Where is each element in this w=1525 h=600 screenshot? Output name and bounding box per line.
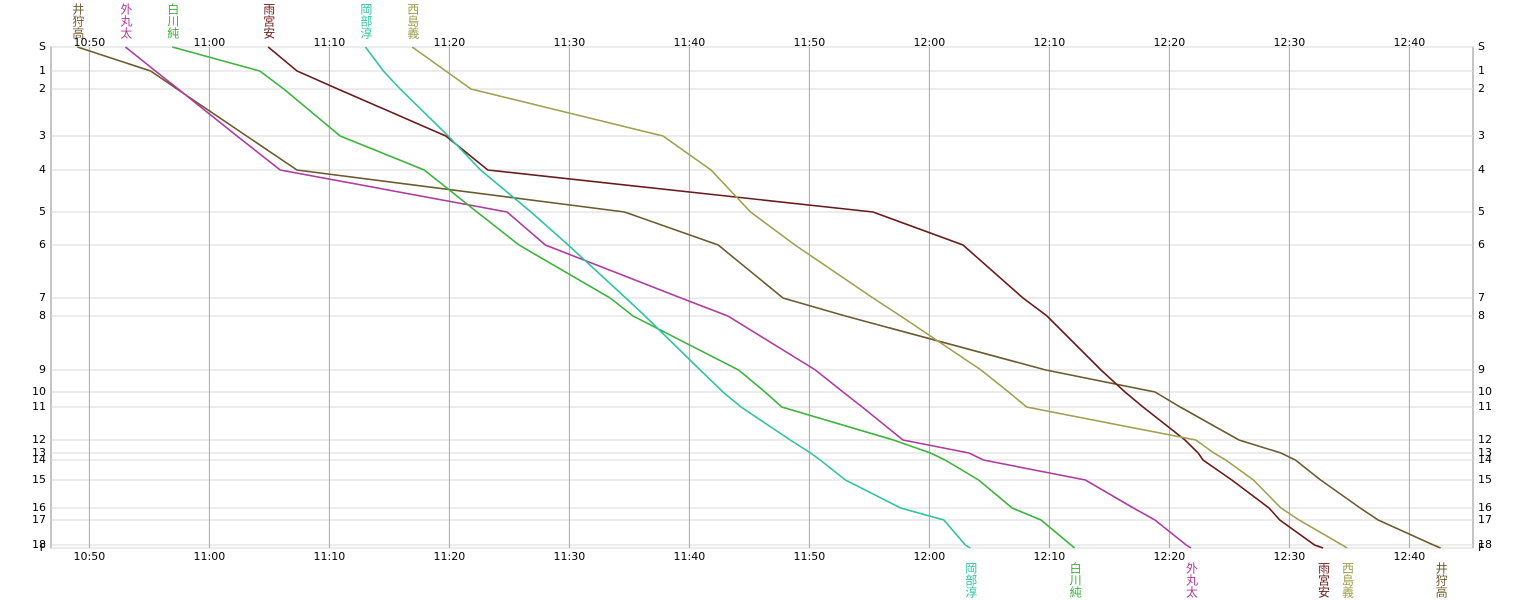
y-tick-label: 5 bbox=[1478, 205, 1485, 218]
series-line bbox=[411, 46, 1348, 549]
finish-name: 西島義 bbox=[1341, 562, 1355, 598]
y-tick-label: F bbox=[1478, 541, 1484, 554]
y-tick-label: 7 bbox=[39, 291, 46, 304]
start-name: 外丸太 bbox=[119, 3, 133, 39]
y-tick-label: 8 bbox=[39, 309, 46, 322]
y-tick-label: 15 bbox=[32, 473, 46, 486]
series-line bbox=[364, 46, 971, 549]
y-tick-label: 18 bbox=[32, 538, 46, 551]
y-tick-label: 10 bbox=[32, 385, 46, 398]
y-tick-label: 11 bbox=[32, 400, 46, 413]
y-tick-label: 16 bbox=[32, 501, 46, 514]
x-tick-label: 11:30 bbox=[554, 550, 586, 563]
finish-name: 岡部淳 bbox=[964, 562, 978, 598]
x-tick-label: 12:00 bbox=[914, 36, 946, 49]
x-tick-label: 12:40 bbox=[1394, 550, 1426, 563]
y-tick-label: 18 bbox=[1478, 538, 1492, 551]
y-tick-label: 16 bbox=[1478, 501, 1492, 514]
x-tick-label: 11:50 bbox=[794, 36, 826, 49]
y-tick-label: 2 bbox=[39, 82, 46, 95]
y-tick-label: 17 bbox=[1478, 513, 1492, 526]
y-tick-label: 7 bbox=[1478, 291, 1485, 304]
x-tick-label: 11:30 bbox=[554, 36, 586, 49]
x-tick-label: 11:50 bbox=[794, 550, 826, 563]
y-tick-label: 13 bbox=[32, 446, 46, 459]
start-name: 井狩高 bbox=[71, 3, 85, 40]
x-tick-label: 10:50 bbox=[74, 36, 106, 49]
y-tick-label: 9 bbox=[1478, 363, 1485, 376]
y-tick-label: 14 bbox=[1478, 453, 1492, 466]
x-tick-label: 11:20 bbox=[434, 36, 466, 49]
finish-name: 雨宮安 bbox=[1317, 562, 1331, 598]
y-tick-label: 2 bbox=[1478, 82, 1485, 95]
x-tick-label: 12:40 bbox=[1394, 36, 1426, 49]
x-tick-label: 12:30 bbox=[1274, 36, 1306, 49]
y-tick-label: 5 bbox=[39, 205, 46, 218]
start-name: 西島義 bbox=[406, 3, 420, 39]
start-name: 雨宮安 bbox=[262, 3, 276, 39]
y-tick-label: 3 bbox=[39, 129, 46, 142]
y-tick-label: S bbox=[39, 40, 46, 53]
y-tick-label: 1 bbox=[1478, 64, 1485, 77]
y-tick-label: 12 bbox=[1478, 433, 1492, 446]
y-tick-label: 17 bbox=[32, 513, 46, 526]
series-line bbox=[124, 46, 1192, 549]
y-tick-label: 11 bbox=[1478, 400, 1492, 413]
x-tick-label: 11:20 bbox=[434, 550, 466, 563]
y-tick-label: 14 bbox=[32, 453, 46, 466]
x-tick-label: 10:50 bbox=[74, 550, 106, 563]
x-tick-label: 12:30 bbox=[1274, 550, 1306, 563]
y-tick-label: 15 bbox=[1478, 473, 1492, 486]
y-tick-label: 9 bbox=[39, 363, 46, 376]
x-tick-label: 12:10 bbox=[1034, 550, 1066, 563]
x-tick-label: 12:20 bbox=[1154, 36, 1186, 49]
y-tick-label: F bbox=[40, 541, 46, 554]
x-tick-label: 12:10 bbox=[1034, 36, 1066, 49]
x-tick-label: 11:10 bbox=[314, 36, 346, 49]
x-tick-label: 11:10 bbox=[314, 550, 346, 563]
y-tick-label: 3 bbox=[1478, 129, 1485, 142]
x-tick-label: 11:40 bbox=[674, 36, 706, 49]
y-tick-label: 4 bbox=[1478, 163, 1485, 176]
y-tick-label: 4 bbox=[39, 163, 46, 176]
series-line bbox=[171, 46, 1076, 549]
series-line bbox=[77, 46, 1441, 549]
y-tick-label: 1 bbox=[39, 64, 46, 77]
y-tick-label: 13 bbox=[1478, 446, 1492, 459]
y-tick-label: 6 bbox=[1478, 238, 1485, 251]
start-name: 岡部淳 bbox=[359, 3, 373, 39]
y-tick-label: S bbox=[1478, 40, 1485, 53]
y-tick-label: 10 bbox=[1478, 385, 1492, 398]
start-name: 白川純 bbox=[166, 2, 180, 39]
x-tick-label: 11:00 bbox=[194, 36, 226, 49]
x-tick-label: 11:40 bbox=[674, 550, 706, 563]
finish-name: 井狩高 bbox=[1434, 562, 1448, 599]
finish-name: 白川純 bbox=[1068, 561, 1082, 598]
y-tick-label: 6 bbox=[39, 238, 46, 251]
x-tick-label: 12:20 bbox=[1154, 550, 1186, 563]
y-tick-label: 12 bbox=[32, 433, 46, 446]
x-tick-label: 12:00 bbox=[914, 550, 946, 563]
y-tick-label: 8 bbox=[1478, 309, 1485, 322]
finish-name: 外丸太 bbox=[1185, 562, 1199, 598]
x-tick-label: 11:00 bbox=[194, 550, 226, 563]
